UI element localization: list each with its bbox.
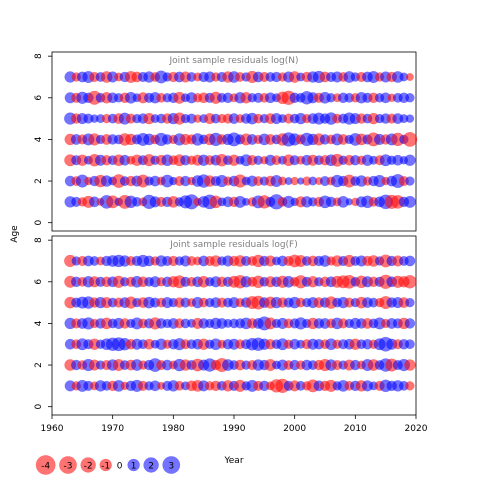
bubble-point xyxy=(405,297,415,308)
legend-label: -3 xyxy=(63,462,72,472)
y-tick-label: 0 xyxy=(34,404,44,410)
x-tick-label: 2010 xyxy=(344,424,367,434)
y-tick-label: 4 xyxy=(34,136,44,142)
bubble-point xyxy=(403,275,417,289)
x-tick-label: 1980 xyxy=(162,424,185,434)
panel-title: Joint sample residuals log(F) xyxy=(169,240,297,250)
bubbles xyxy=(64,70,418,210)
bubble-point xyxy=(405,73,414,81)
legend-label: 1 xyxy=(131,462,137,472)
legend-bubble xyxy=(162,456,181,474)
legend-label: -4 xyxy=(41,462,50,472)
y-tick-label: 4 xyxy=(34,320,44,326)
x-tick-label: 2020 xyxy=(405,424,428,434)
panel-title: Joint sample residuals log(N) xyxy=(168,56,298,66)
bubble-point xyxy=(402,132,418,147)
y-tick-label: 8 xyxy=(34,53,44,59)
legend-bubble xyxy=(99,458,112,472)
x-tick-label: 1960 xyxy=(41,424,64,434)
legend-label: 2 xyxy=(148,462,154,472)
legend-bubble xyxy=(35,455,56,475)
bubble-point xyxy=(405,93,415,103)
y-tick-label: 2 xyxy=(34,362,44,368)
panels: Joint sample residuals log(N)02468Joint … xyxy=(34,51,418,416)
x-axis: 1960 1970 1980 1990 2000 2010 2020 xyxy=(41,415,428,434)
y-tick-label: 0 xyxy=(34,220,44,226)
bubble-point xyxy=(404,154,416,166)
bubble-point xyxy=(405,176,415,186)
legend-bubble xyxy=(127,458,140,472)
bubble-point xyxy=(405,114,415,123)
bubble-point xyxy=(403,195,416,208)
y-tick-label: 8 xyxy=(34,237,44,243)
y-tick-label: 6 xyxy=(34,95,44,101)
legend-bubble xyxy=(143,457,159,473)
legend-label: 0 xyxy=(117,462,123,472)
legend-bubble xyxy=(80,457,96,473)
y-axis-label: Age xyxy=(10,225,20,243)
panel-1: Joint sample residuals log(N) 0 2 4 6 8 xyxy=(34,51,418,232)
x-tick-label: 1990 xyxy=(223,424,246,434)
legend-bubble xyxy=(59,456,77,474)
x-tick-label: 1970 xyxy=(101,424,124,434)
y-tick-label: 2 xyxy=(34,178,44,184)
bubble-point xyxy=(404,255,416,267)
bubble-point xyxy=(404,318,416,329)
legend: -4 -3 -2 -1 0 1 2 3 xyxy=(35,455,181,475)
bubble-point xyxy=(405,339,415,350)
bubble-point xyxy=(404,359,416,371)
bubble-point xyxy=(405,381,415,391)
bubbles xyxy=(64,254,417,394)
x-tick-label: 2000 xyxy=(283,424,306,434)
x-axis-label: Year xyxy=(223,456,243,466)
legend-label: -1 xyxy=(101,462,110,472)
panel-2: Joint sample residuals log(F) 0 2 4 6 8 xyxy=(34,235,417,416)
y-tick-label: 6 xyxy=(34,279,44,285)
legend-label: -2 xyxy=(84,462,93,472)
legend-label: 3 xyxy=(168,462,174,472)
